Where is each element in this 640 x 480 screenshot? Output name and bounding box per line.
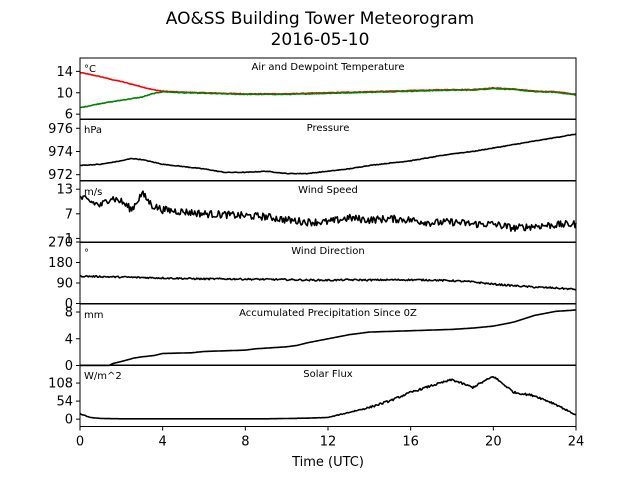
- panel-unit: m/s: [84, 187, 102, 198]
- y-tick-label: 14: [56, 65, 73, 80]
- panel-0: 6 10 14 Air and Dewpoint Temperature °C: [56, 57, 577, 123]
- x-tick-label: 24: [568, 435, 585, 450]
- y-tick-label: 270: [48, 236, 73, 251]
- panel-title: Accumulated Precipitation Since 0Z: [239, 308, 417, 319]
- x-tick-label: 16: [402, 435, 419, 450]
- series-line-0-0: [79, 71, 576, 96]
- x-tick-label: 0: [76, 435, 84, 450]
- y-tick-label: 54: [56, 395, 73, 410]
- y-tick-label: 108: [48, 377, 73, 392]
- y-tick-label: 4: [65, 332, 73, 347]
- x-tick-label: 12: [320, 435, 337, 450]
- figure-subtitle: 2016-05-10: [271, 30, 370, 50]
- y-tick-label: 0: [65, 359, 73, 374]
- panel-2: 1 7 13 Wind Speed m/s: [56, 180, 577, 247]
- x-axis: 0 4 8 12 16 20 24: [76, 435, 584, 450]
- series-line-1-0: [79, 133, 577, 175]
- panel-unit: °: [84, 248, 89, 259]
- y-tick-label: 972: [48, 168, 73, 183]
- y-tick-label: 6: [65, 108, 73, 123]
- y-tick-label: 976: [48, 122, 73, 137]
- panel-title: Pressure: [307, 123, 350, 134]
- series-line-4-0: [80, 309, 577, 367]
- y-tick-label: 90: [56, 277, 73, 292]
- y-tick-label: 13: [56, 183, 73, 198]
- panel-unit: °C: [84, 64, 96, 75]
- panel-unit: hPa: [84, 125, 102, 136]
- series-line-3-0: [79, 274, 577, 291]
- series-line-5-0: [79, 375, 577, 420]
- y-tick-label: 180: [48, 256, 73, 271]
- panel-title: Air and Dewpoint Temperature: [252, 62, 405, 73]
- y-tick-label: 10: [56, 86, 73, 101]
- x-axis-label: Time (UTC): [291, 455, 364, 470]
- panel-3: 0 90 180 270 Wind Direction °: [48, 236, 577, 312]
- y-tick-label: 7: [65, 207, 73, 222]
- panel-unit: W/m^2: [84, 371, 122, 382]
- y-tick-label: 974: [48, 145, 73, 160]
- x-tick-label: 8: [241, 435, 249, 450]
- y-tick-label: 0: [65, 413, 73, 428]
- panel-1: 972 974 976 Pressure hPa: [48, 118, 577, 183]
- panel-5: 0 54 108 Solar Flux W/m^2: [48, 364, 577, 431]
- series-line-0-1: [80, 87, 577, 109]
- panel-title: Solar Flux: [303, 369, 353, 380]
- y-tick-label: 1: [65, 232, 73, 247]
- panel-unit: mm: [84, 310, 103, 321]
- x-tick-label: 4: [159, 435, 167, 450]
- panel-4: 0 4 8 Accumulated Precipitation Since 0Z mm: [65, 303, 577, 374]
- panel-title: Wind Direction: [291, 246, 365, 257]
- series-line-2-0: [79, 190, 577, 232]
- panel-title: Wind Speed: [298, 185, 358, 196]
- y-tick-label: 8: [65, 306, 73, 321]
- x-tick-label: 20: [485, 435, 502, 450]
- figure-title: AO&SS Building Tower Meteorogram: [166, 9, 474, 29]
- y-tick-label: 0: [65, 297, 73, 312]
